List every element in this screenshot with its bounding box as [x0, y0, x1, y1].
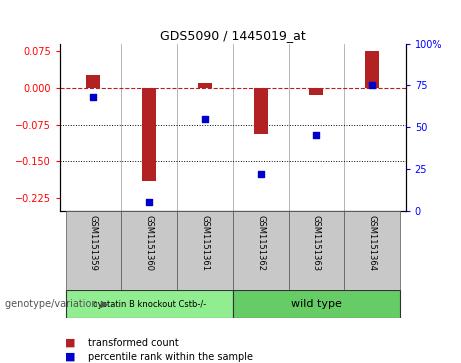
Title: GDS5090 / 1445019_at: GDS5090 / 1445019_at [160, 29, 306, 42]
Point [313, 132, 320, 138]
Bar [233, 290, 400, 318]
Bar [254, 88, 268, 134]
Bar [344, 211, 400, 290]
Point [368, 82, 376, 88]
Point [257, 171, 264, 177]
Bar [65, 211, 121, 290]
Point [146, 199, 153, 205]
Point [90, 94, 97, 100]
Text: genotype/variation ▶: genotype/variation ▶ [5, 299, 108, 309]
Text: GSM1151359: GSM1151359 [89, 215, 98, 270]
Bar [365, 51, 379, 88]
Bar [142, 88, 156, 181]
Text: GSM1151364: GSM1151364 [368, 215, 377, 270]
Text: transformed count: transformed count [88, 338, 178, 348]
Bar [233, 211, 289, 290]
Point [201, 116, 209, 122]
Bar [198, 83, 212, 88]
Text: GSM1151362: GSM1151362 [256, 215, 265, 270]
Text: wild type: wild type [291, 299, 342, 309]
Text: GSM1151361: GSM1151361 [201, 215, 209, 270]
Text: GSM1151360: GSM1151360 [145, 215, 154, 270]
Text: percentile rank within the sample: percentile rank within the sample [88, 352, 253, 362]
Text: ■: ■ [65, 338, 75, 348]
Bar [121, 211, 177, 290]
Text: GSM1151363: GSM1151363 [312, 215, 321, 271]
Bar [86, 76, 100, 88]
Text: ■: ■ [65, 352, 75, 362]
Bar [289, 211, 344, 290]
Text: cystatin B knockout Cstb-/-: cystatin B knockout Cstb-/- [93, 299, 206, 309]
Bar [309, 88, 324, 95]
Bar [177, 211, 233, 290]
Bar [65, 290, 233, 318]
